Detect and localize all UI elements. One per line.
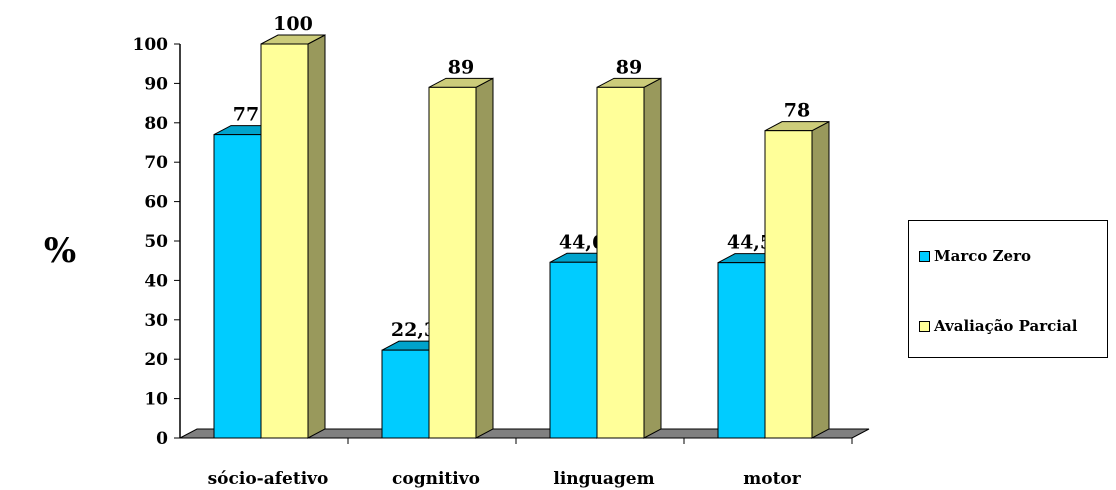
data-label-marco-zero-3: 44,5: [727, 232, 773, 254]
data-label-marco-zero-2: 44,6: [559, 231, 605, 253]
bar-avalia-o-parcial-2: [596, 86, 645, 439]
bar-avalia-o-parcial-3: [764, 130, 813, 439]
category-label-1: cognitivo: [392, 469, 480, 489]
bar-side-avalia-o-parcial-1: [475, 77, 494, 439]
y-tick-label-50: 50: [144, 232, 168, 252]
category-label-0: sócio-afetivo: [208, 469, 329, 489]
bar-side-avalia-o-parcial-0: [307, 34, 326, 439]
category-label-3: motor: [743, 469, 802, 489]
legend-swatch-avaliacao-parcial: [919, 320, 930, 332]
data-label-marco-zero-1: 22,3: [391, 319, 437, 341]
bar-marco-zero-3: [717, 262, 766, 439]
y-tick-label-30: 30: [144, 311, 168, 331]
bar-marco-zero-2: [549, 261, 598, 439]
bar-marco-zero-1: [381, 349, 430, 439]
y-tick-label-80: 80: [144, 114, 168, 134]
y-tick-label-40: 40: [144, 271, 168, 291]
y-tick-label-100: 100: [133, 35, 169, 55]
y-tick-label-20: 20: [144, 350, 168, 370]
data-label-avalia-o-parcial-3: 78: [784, 100, 810, 122]
legend-item-marco-zero: Marco Zero: [919, 247, 1031, 265]
y-tick-label-90: 90: [144, 74, 168, 94]
bar-marco-zero-0: [213, 134, 262, 439]
data-label-avalia-o-parcial-0: 100: [273, 13, 313, 35]
legend: Marco Zero Avaliação Parcial: [908, 220, 1108, 358]
y-tick-label-70: 70: [144, 153, 168, 173]
legend-label-marco-zero: Marco Zero: [934, 247, 1031, 265]
y-tick-label-0: 0: [156, 429, 168, 449]
bar-avalia-o-parcial-0: [260, 43, 309, 439]
bar-side-avalia-o-parcial-2: [643, 77, 662, 439]
y-tick-label-60: 60: [144, 193, 168, 213]
data-label-marco-zero-0: 77: [233, 104, 259, 126]
legend-label-avaliacao-parcial: Avaliação Parcial: [934, 317, 1078, 335]
data-label-avalia-o-parcial-2: 89: [616, 56, 642, 78]
bar-avalia-o-parcial-1: [428, 86, 477, 439]
bar-side-avalia-o-parcial-3: [811, 120, 830, 439]
y-tick-label-10: 10: [144, 390, 168, 410]
legend-swatch-marco-zero: [919, 250, 930, 262]
data-label-avalia-o-parcial-1: 89: [448, 56, 474, 78]
category-label-2: linguagem: [553, 469, 654, 489]
legend-item-avaliacao-parcial: Avaliação Parcial: [919, 317, 1077, 335]
y-axis-title: %: [44, 231, 76, 271]
